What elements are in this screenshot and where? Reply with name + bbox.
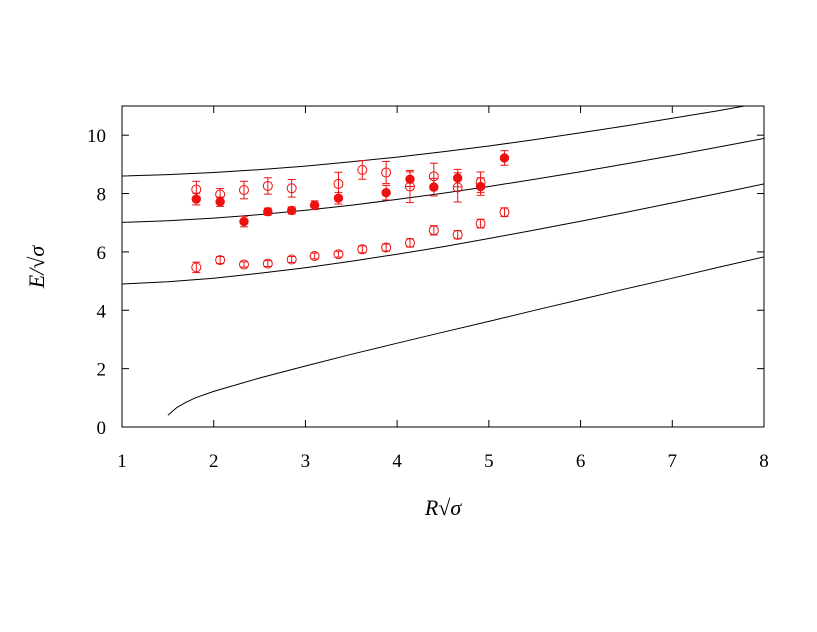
- data-point-filled: [333, 193, 344, 203]
- x-tick-label: 3: [301, 451, 311, 472]
- x-axis: 1 2 3 4 5 6 7 8: [117, 106, 769, 472]
- data-point-filled: [452, 173, 463, 183]
- data-point-open: [404, 237, 415, 248]
- x-tick-label: 6: [576, 451, 586, 472]
- x-axis-label: R√σ: [424, 495, 463, 520]
- data-point-open: [475, 177, 486, 188]
- theory-curves: [122, 106, 764, 416]
- data-point-open: [215, 255, 226, 266]
- x-tick-label: 2: [209, 451, 219, 472]
- data-point-open: [475, 218, 486, 229]
- y-tick-label: 0: [97, 418, 107, 439]
- data-point-filled: [191, 194, 201, 204]
- theory-curve-0: [167, 256, 764, 416]
- x-tick-label: 5: [484, 451, 494, 472]
- data-point-open: [357, 164, 368, 175]
- data-point-filled: [309, 200, 320, 210]
- y-tick-label: 2: [97, 360, 107, 381]
- error-bars: [192, 150, 509, 274]
- data-point-filled: [286, 205, 297, 216]
- data-point-open: [309, 250, 320, 261]
- x-tick-label: 8: [759, 451, 769, 472]
- data-point-open: [262, 258, 273, 269]
- data-point-open: [428, 225, 439, 236]
- data-points: [191, 153, 510, 273]
- data-point-open: [452, 182, 463, 193]
- data-point-open: [333, 178, 344, 189]
- x-tick-label: 1: [117, 451, 127, 472]
- data-point-open: [238, 185, 249, 196]
- data-point-open: [286, 183, 297, 194]
- theory-curve-3: [122, 106, 748, 177]
- data-point-open: [357, 244, 368, 255]
- y-axis: 0 2 4 6 8 10: [87, 126, 764, 439]
- data-point-filled: [405, 174, 415, 184]
- data-point-open: [499, 207, 510, 218]
- data-point-open: [333, 249, 344, 260]
- data-point-open: [452, 229, 463, 240]
- data-point-open: [191, 184, 202, 195]
- data-point-filled: [263, 206, 273, 217]
- plot-frame: [121, 105, 765, 428]
- data-point-open: [381, 242, 392, 253]
- x-tick-label: 4: [392, 451, 402, 472]
- x-tick-label: 7: [668, 451, 678, 472]
- data-point-filled: [429, 182, 439, 192]
- data-point-open: [286, 254, 297, 265]
- data-point-open: [238, 259, 249, 270]
- theory-curve-1: [122, 183, 764, 285]
- data-point-open: [262, 180, 273, 191]
- y-tick-label: 4: [97, 301, 107, 322]
- data-point-filled: [499, 153, 510, 163]
- data-point-filled: [239, 216, 249, 227]
- data-point-open: [381, 167, 392, 178]
- theory-curve-2: [122, 137, 764, 223]
- data-point-open: [215, 189, 226, 200]
- y-tick-label: 10: [87, 126, 106, 147]
- y-tick-label: 6: [97, 243, 107, 264]
- data-point-filled: [215, 197, 225, 207]
- data-point-filled: [381, 187, 391, 198]
- data-point-open: [404, 181, 415, 192]
- y-axis-label: E/√σ: [24, 245, 49, 290]
- plot-border: [121, 105, 765, 428]
- y-tick-label: 8: [97, 185, 107, 206]
- data-point-open: [428, 171, 439, 182]
- data-point-open: [191, 262, 202, 273]
